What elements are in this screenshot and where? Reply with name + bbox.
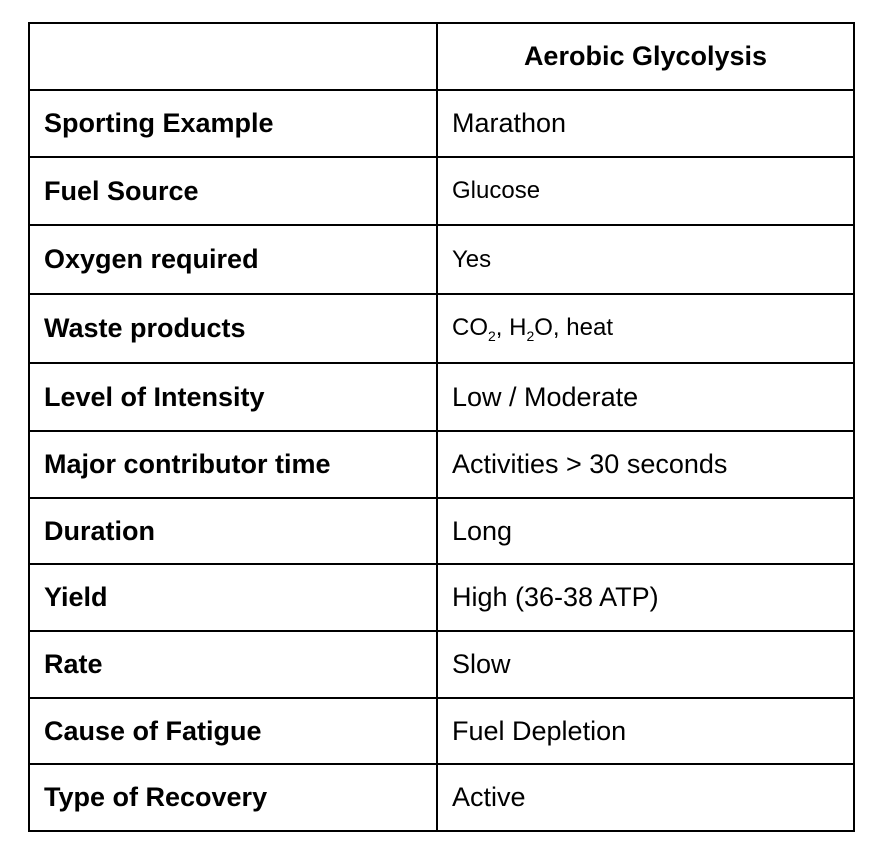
- table-row: Type of Recovery Active: [28, 763, 855, 832]
- row-value: Low / Moderate: [436, 362, 855, 432]
- row-value: Yes: [436, 224, 855, 295]
- table-row: Sporting Example Marathon: [28, 89, 855, 158]
- table-row: Fuel Source Glucose: [28, 156, 855, 226]
- table-row: Waste products CO2, H2O, heat: [28, 293, 855, 364]
- row-label: Fuel Source: [28, 156, 438, 226]
- table-row: Rate Slow: [28, 630, 855, 699]
- row-value: Active: [436, 763, 855, 832]
- row-label: Major contributor time: [28, 430, 438, 499]
- value-text: O, heat: [534, 313, 613, 341]
- row-value: CO2, H2O, heat: [436, 293, 855, 364]
- row-value: Long: [436, 497, 855, 565]
- table-row: Oxygen required Yes: [28, 224, 855, 295]
- energy-system-table: Aerobic Glycolysis Sporting Example Mara…: [28, 22, 855, 832]
- row-label: Waste products: [28, 293, 438, 364]
- table-row: Yield High (36-38 ATP): [28, 563, 855, 632]
- value-text: CO: [452, 313, 488, 341]
- header-aerobic-glycolysis: Aerobic Glycolysis: [436, 22, 855, 91]
- subscript: 2: [488, 327, 496, 344]
- value-text: , H: [495, 313, 527, 341]
- row-label: Rate: [28, 630, 438, 699]
- row-value: Marathon: [436, 89, 855, 158]
- row-label: Oxygen required: [28, 224, 438, 295]
- row-label: Duration: [28, 497, 438, 565]
- subscript: 2: [526, 327, 535, 344]
- row-value: High (36-38 ATP): [436, 563, 855, 632]
- table-row: Major contributor time Activities > 30 s…: [28, 430, 855, 499]
- row-value: Glucose: [436, 156, 855, 226]
- header-empty-cell: [28, 22, 438, 91]
- table-row: Cause of Fatigue Fuel Depletion: [28, 697, 855, 765]
- row-label: Sporting Example: [28, 89, 438, 158]
- row-value: Fuel Depletion: [436, 697, 855, 765]
- row-label: Level of Intensity: [28, 362, 438, 432]
- header-row: Aerobic Glycolysis: [28, 22, 855, 91]
- row-label: Yield: [28, 563, 438, 632]
- row-label: Type of Recovery: [28, 763, 438, 832]
- row-label: Cause of Fatigue: [28, 697, 438, 765]
- row-value: Activities > 30 seconds: [436, 430, 855, 499]
- table-row: Duration Long: [28, 497, 855, 565]
- table-row: Level of Intensity Low / Moderate: [28, 362, 855, 432]
- row-value: Slow: [436, 630, 855, 699]
